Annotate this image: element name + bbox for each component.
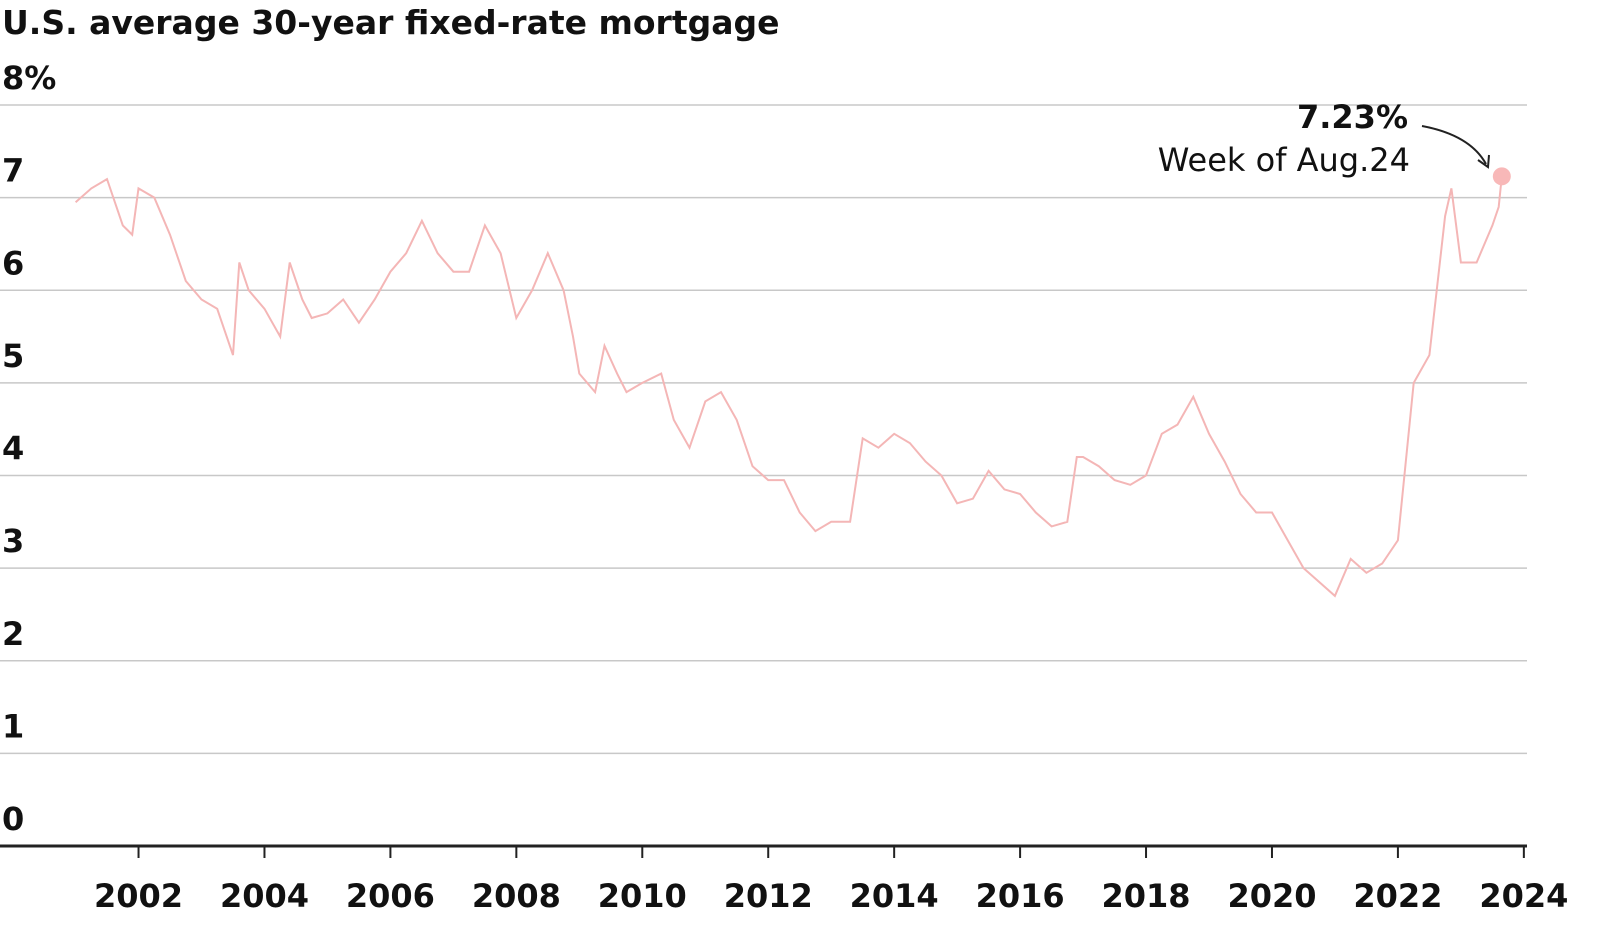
- annotation-arrow: [1421, 125, 1487, 165]
- y-tick-label: 5: [2, 337, 24, 375]
- chart-title: U.S. average 30-year fixed-rate mortgage: [2, 3, 780, 42]
- x-tick-label: 2020: [1227, 877, 1316, 915]
- y-tick-label: 2: [2, 615, 24, 653]
- annotation-arrowhead: [1477, 154, 1490, 169]
- x-tick-label: 2016: [976, 877, 1065, 915]
- x-tick-label: 2008: [472, 877, 561, 915]
- highlight-label: 7.23%: [1297, 98, 1408, 136]
- y-tick-label: 0: [2, 800, 24, 838]
- x-tick-label: 2014: [850, 877, 939, 915]
- y-tick-label: 8%: [2, 59, 56, 97]
- highlight-note: Week of Aug.24: [1158, 141, 1410, 179]
- y-tick-label: 4: [2, 430, 24, 468]
- y-tick-label: 1: [2, 707, 24, 745]
- x-tick-label: 2022: [1353, 877, 1442, 915]
- x-tick-label: 2002: [94, 877, 183, 915]
- x-tick-label: 2004: [220, 877, 309, 915]
- highlight-dot: [1492, 167, 1511, 186]
- x-tick-label: 2012: [724, 877, 813, 915]
- x-tick-label: 2010: [598, 877, 687, 915]
- x-tick-label: 2024: [1479, 877, 1568, 915]
- line-series: [74, 176, 1503, 598]
- y-tick-label: 6: [2, 244, 24, 282]
- y-tick-label: 7: [2, 152, 24, 190]
- x-tick-label: 2018: [1102, 877, 1191, 915]
- x-tick-label: 2006: [346, 877, 435, 915]
- y-tick-label: 3: [2, 522, 24, 560]
